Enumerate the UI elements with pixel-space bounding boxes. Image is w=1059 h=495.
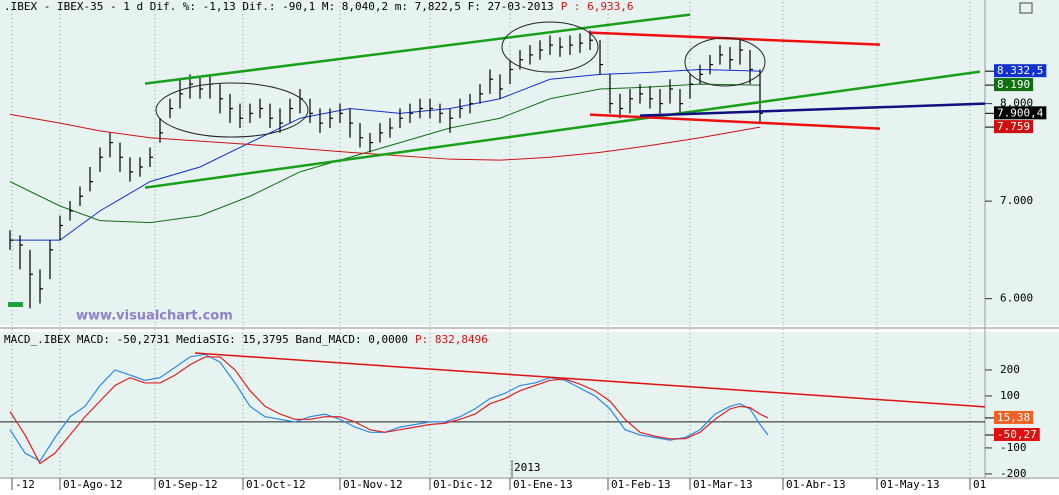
x-tick-label: 01-Ene-13 xyxy=(513,478,573,491)
macd-panel xyxy=(0,332,985,477)
moving-average xyxy=(9,83,761,224)
y-tick-label: 6.000 xyxy=(1000,292,1033,305)
indicator-label: 8.190 xyxy=(997,78,1030,91)
trendline xyxy=(194,352,986,408)
year-label: 2013 xyxy=(514,461,541,474)
value-tag-bg xyxy=(994,427,1040,441)
panel-title: MACD_.IBEX MACD: -50,2731 MediaSIG: 15,3… xyxy=(4,333,408,346)
highlight-ellipse xyxy=(501,21,599,73)
trendline xyxy=(144,70,981,189)
y-tick-label: -200 xyxy=(1000,467,1027,480)
y-tick-label: -100 xyxy=(1000,441,1027,454)
highlight-ellipse xyxy=(684,37,766,87)
indicator-label: 8.332,5 xyxy=(997,64,1043,77)
x-tick-label: 01-Sep-12 xyxy=(158,478,218,491)
value-tag-bg xyxy=(994,64,1047,78)
x-tick-label: 01-Abr-13 xyxy=(786,478,846,491)
y-tick-label: 100 xyxy=(1000,389,1020,402)
window-button[interactable] xyxy=(1019,2,1033,14)
x-tick-label: 01-Feb-13 xyxy=(611,478,671,491)
highlight-ellipse xyxy=(155,82,309,138)
price-axis-area xyxy=(985,0,1059,325)
moving-average xyxy=(9,113,761,161)
macd-axis-area xyxy=(985,332,1059,477)
series-label: -50,27 xyxy=(997,428,1037,441)
macd-line xyxy=(9,356,769,465)
x-tick-label: 01-May-13 xyxy=(880,478,940,491)
x-tick-label: 01-Ago-12 xyxy=(63,478,123,491)
x-tick-label: 01-Mar-13 xyxy=(693,478,753,491)
x-tick-label: 01-Dic-12 xyxy=(433,478,493,491)
value-tag-bg xyxy=(994,106,1047,120)
trendline xyxy=(144,13,691,85)
x-tick-label: 01 xyxy=(973,478,986,491)
trendline xyxy=(639,102,986,117)
value-tag-bg xyxy=(994,78,1034,92)
panel-title-extra: P : 6,933,6 xyxy=(561,0,634,13)
y-tick-label: 7.000 xyxy=(1000,194,1033,207)
trendline xyxy=(589,113,881,130)
panel-title: .IBEX - IBEX-35 - 1 d Dif. %: -1,13 Dif.… xyxy=(4,0,554,13)
value-tag-bg xyxy=(994,410,1034,424)
x-tick-label: -12 xyxy=(15,478,35,491)
series-label: 15,38 xyxy=(997,411,1030,424)
marker xyxy=(8,302,23,307)
indicator-label: 7.759 xyxy=(997,120,1030,133)
watermark: www.visualchart.com xyxy=(76,309,233,324)
x-tick-label: 01-Nov-12 xyxy=(343,478,403,491)
value-tag-bg xyxy=(994,120,1034,134)
panel-title-extra: P: 832,8496 xyxy=(415,333,488,346)
y-tick-label: 200 xyxy=(1000,363,1020,376)
moving-average xyxy=(10,68,761,241)
macd-line xyxy=(9,353,769,462)
last-close-label: 7.900,4 xyxy=(997,106,1044,119)
price-panel xyxy=(0,0,985,325)
x-tick-label: 01-Oct-12 xyxy=(246,478,306,491)
